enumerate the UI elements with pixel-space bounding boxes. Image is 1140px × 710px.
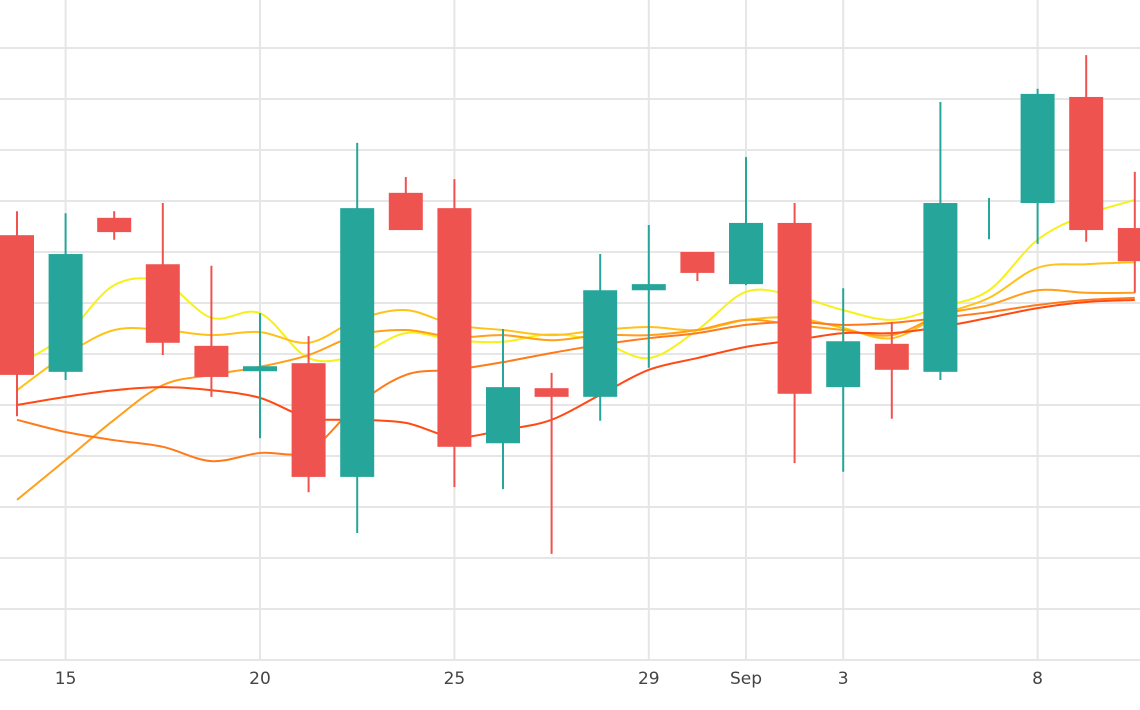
- candle-body: [291, 363, 326, 477]
- x-tick-label: 15: [55, 669, 77, 689]
- candle-down: [0, 211, 34, 417]
- candle-up: [729, 157, 763, 286]
- candle-body: [1117, 228, 1140, 262]
- candle-body: [874, 343, 909, 370]
- candle-body: [48, 254, 83, 372]
- candle-body: [1069, 96, 1104, 231]
- candle-body: [777, 222, 812, 394]
- candle-down: [291, 336, 326, 493]
- candles: [0, 55, 1140, 554]
- candle-down: [437, 179, 472, 488]
- x-tick-label: 3: [838, 669, 849, 689]
- ma-gold-line: [16, 261, 1135, 392]
- candle-body: [729, 222, 763, 285]
- candle-down: [97, 211, 132, 240]
- candle-up: [631, 224, 666, 368]
- candle-body: [583, 290, 618, 397]
- candle-body: [680, 252, 715, 273]
- candle-body: [486, 387, 520, 444]
- candle-body: [1020, 93, 1055, 204]
- ma-red-line: [16, 298, 1135, 439]
- x-tick-label: 20: [249, 669, 271, 689]
- candle-body: [194, 345, 229, 377]
- candle-body: [97, 217, 132, 233]
- candle-up: [1020, 88, 1055, 244]
- candle-up: [486, 329, 520, 490]
- ma-yellow-line: [16, 199, 1136, 367]
- candle-up: [826, 288, 861, 472]
- candle-up: [583, 254, 618, 421]
- candle-body: [437, 208, 472, 447]
- x-tick-label: 25: [444, 669, 466, 689]
- candle-down: [388, 177, 423, 231]
- candle-body: [923, 203, 958, 372]
- x-tick-label: 29: [638, 669, 660, 689]
- candle-down: [777, 203, 812, 464]
- candle-body: [388, 192, 423, 231]
- candle-body: [826, 341, 861, 388]
- candle-down: [194, 265, 229, 397]
- candle-body: [145, 264, 180, 343]
- candle-body: [0, 235, 34, 375]
- x-tick-label: Sep: [730, 669, 762, 689]
- candle-down: [1069, 55, 1104, 242]
- moving-average-lines: [16, 199, 1136, 501]
- candle-up: [243, 313, 277, 439]
- candle-down: [534, 372, 569, 554]
- candle-body: [340, 208, 375, 477]
- candle-down: [145, 203, 180, 356]
- candle-up: [340, 142, 375, 534]
- candle-down: [1117, 171, 1140, 293]
- x-tick-label: 8: [1032, 669, 1043, 689]
- x-axis-ticks: 15 20 25 29 Sep 3 8: [55, 669, 1043, 689]
- candle-body: [243, 366, 277, 372]
- candle-up: [48, 213, 83, 381]
- candle-up: [923, 102, 958, 381]
- candle-down: [874, 321, 909, 419]
- candle-body: [534, 388, 569, 397]
- candle-body: [631, 284, 666, 291]
- candle-down: [680, 252, 715, 282]
